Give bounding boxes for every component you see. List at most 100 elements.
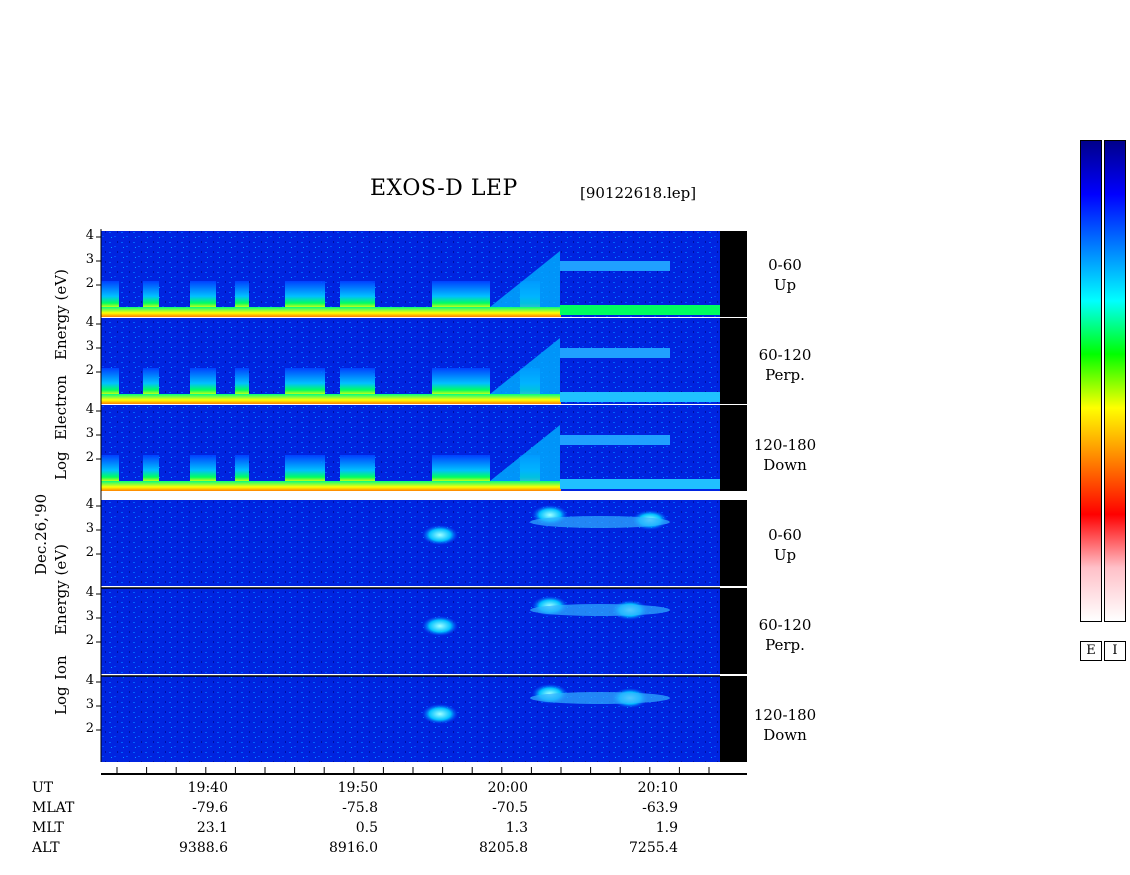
electron-lowband [101, 394, 561, 404]
y-tick-label: 4 [85, 315, 94, 330]
y-tick-label: 2 [85, 450, 94, 465]
panel-background [101, 676, 720, 762]
electron-lowband [101, 307, 561, 317]
ion-feature [422, 704, 458, 724]
ion-ylabel-species: Ion [52, 655, 70, 680]
panel-label-e-up: 0-60 Up [768, 256, 802, 294]
ion-band [530, 604, 670, 616]
y-tick-label: 3 [85, 697, 94, 712]
electron-burst [101, 281, 119, 315]
file-name: [90122618.lep] [580, 184, 697, 202]
panel-label-i-perp: 60-120 Perp. [758, 616, 812, 654]
ephemeris-value: 0.5 [355, 820, 378, 836]
electron-trapped-band [560, 305, 720, 315]
electron-burst [235, 455, 249, 489]
y-tick-label: 3 [85, 252, 94, 267]
ion-panel-0 [101, 500, 747, 586]
panel-background [101, 588, 720, 674]
electron-burst [235, 281, 249, 315]
electron-ylabel-species: Electron [52, 375, 70, 440]
panel-label-i-down: 120-180 Down [753, 706, 817, 744]
panel-label-e-down: 120-180 Down [753, 436, 817, 474]
ion-feature [422, 616, 458, 636]
ephemeris-label-mlt: MLT [32, 820, 64, 836]
y-tick-label: 2 [85, 721, 94, 736]
ephemeris-value: 20:10 [637, 780, 678, 796]
ephemeris-value: -70.5 [492, 800, 528, 816]
y-tick-label: 2 [85, 633, 94, 648]
data-gap [720, 231, 747, 317]
ephemeris-value: 1.3 [505, 820, 528, 836]
electron-burst [143, 281, 159, 315]
ephemeris-value: 7255.4 [629, 840, 678, 856]
ephemeris-value: 8916.0 [329, 840, 378, 856]
electron-upper-band [560, 261, 670, 271]
y-tick-label: 2 [85, 545, 94, 560]
ephemeris-value: 20:00 [487, 780, 528, 796]
ephemeris-label-alt: ALT [32, 840, 60, 856]
ephemeris-value: 23.1 [196, 820, 228, 836]
electron-ramp [490, 251, 560, 307]
y-tick-label: 3 [85, 339, 94, 354]
electron-trapped-band [560, 479, 720, 489]
electron-trapped-band [560, 392, 720, 402]
colorbar-electron [1080, 140, 1102, 622]
y-tick-label: 4 [85, 228, 94, 243]
y-tick-label: 3 [85, 521, 94, 536]
y-tick-label: 4 [85, 673, 94, 688]
electron-panel-0 [101, 231, 747, 317]
ion-band [530, 516, 670, 528]
electron-burst [235, 368, 249, 402]
y-tick-label: 3 [85, 426, 94, 441]
electron-ramp [490, 338, 560, 394]
y-tick-label: 2 [85, 363, 94, 378]
electron-upper-band [560, 435, 670, 445]
y-tick-label: 4 [85, 585, 94, 600]
panel-label-e-perp: 60-120 Perp. [758, 346, 812, 384]
ephemeris-value: -63.9 [642, 800, 678, 816]
ion-ylabel-energy: Energy (eV) [52, 544, 70, 635]
ephemeris-value: 9388.6 [179, 840, 228, 856]
electron-ylabel-log: Log [52, 451, 70, 480]
panel-background [101, 500, 720, 586]
ephemeris-value: 8205.8 [479, 840, 528, 856]
electron-panel-1 [101, 318, 747, 404]
ion-feature [422, 525, 458, 545]
colorbar-ion-label: I [1104, 641, 1126, 661]
panel-label-i-up: 0-60 Up [768, 526, 802, 564]
ephemeris-label-ut: UT [32, 780, 54, 796]
electron-ylabel-energy: Energy (eV) [52, 269, 70, 360]
electron-burst [101, 455, 119, 489]
electron-burst [143, 368, 159, 402]
ephemeris-value: 19:40 [187, 780, 228, 796]
electron-upper-band [560, 348, 670, 358]
ion-band [530, 692, 670, 704]
ephemeris-value: -75.8 [342, 800, 378, 816]
y-tick-label: 2 [85, 276, 94, 291]
colorbar-electron-label: E [1080, 641, 1102, 661]
y-tick-label: 4 [85, 497, 94, 512]
data-gap [720, 588, 747, 674]
data-gap [720, 500, 747, 586]
data-gap [720, 405, 747, 491]
data-gap [720, 318, 747, 404]
ion-panel-2 [101, 676, 747, 762]
electron-burst [101, 368, 119, 402]
electron-ramp [490, 425, 560, 481]
ion-panel-1 [101, 588, 747, 674]
ephemeris-value: -79.6 [192, 800, 228, 816]
chart-title: EXOS-D LEP [370, 176, 518, 201]
ephemeris-value: 19:50 [337, 780, 378, 796]
colorbar-ion [1104, 140, 1126, 622]
electron-panel-2 [101, 405, 747, 491]
date-label: Dec.26,'90 [32, 493, 50, 575]
y-tick-label: 3 [85, 609, 94, 624]
electron-burst [143, 455, 159, 489]
data-gap [720, 676, 747, 762]
y-tick-label: 4 [85, 402, 94, 417]
ephemeris-value: 1.9 [655, 820, 678, 836]
ephemeris-label-mlat: MLAT [32, 800, 75, 816]
ion-ylabel-log: Log [52, 686, 70, 715]
electron-lowband [101, 481, 561, 491]
